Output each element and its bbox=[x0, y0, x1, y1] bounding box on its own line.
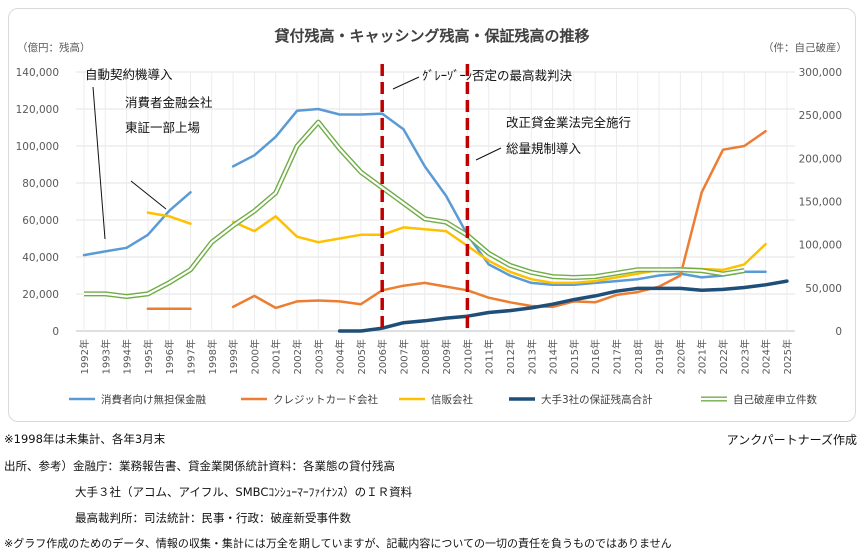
x-tick-label: 2024年 bbox=[760, 339, 773, 374]
x-tick-label: 1992年 bbox=[78, 339, 91, 374]
x-tick-label: 2007年 bbox=[398, 339, 411, 374]
series-5-line-inner bbox=[84, 120, 745, 298]
right-axis-unit: （件：自己破産） bbox=[763, 41, 847, 54]
source-note-3: 最高裁判所：司法統計：民事・行政：破産新受事件数 bbox=[75, 511, 351, 525]
series-4-line bbox=[337, 279, 789, 333]
x-tick-label: 2000年 bbox=[248, 339, 261, 374]
x-tick-label: 2012年 bbox=[504, 339, 517, 374]
left-tick-label: 60,000 bbox=[22, 215, 59, 227]
left-tick-label: 100,000 bbox=[16, 141, 59, 153]
series-3-line bbox=[231, 215, 767, 285]
x-tick-label: 1994年 bbox=[121, 339, 134, 374]
annotation-text: 東証一部上場 bbox=[125, 120, 200, 135]
annotation-leader bbox=[392, 76, 420, 90]
annotation-text: 総量規制導入 bbox=[506, 141, 582, 156]
series-2-line bbox=[231, 129, 767, 310]
right-tick-label: 150,000 bbox=[799, 197, 842, 209]
x-tick-label: 2004年 bbox=[334, 339, 347, 374]
x-tick-label: 2015年 bbox=[568, 339, 581, 374]
left-axis-unit: （億円：残高） bbox=[17, 41, 91, 54]
right-tick-label: 50,000 bbox=[805, 283, 842, 295]
x-tick-label: 1997年 bbox=[185, 339, 198, 374]
annotation-text: 消費者金融会社 bbox=[125, 95, 213, 110]
annotation-text: 改正貸金業法完全施行 bbox=[506, 115, 631, 130]
left-tick-label: 20,000 bbox=[22, 289, 59, 301]
x-tick-label: 2008年 bbox=[419, 339, 432, 374]
series-3-line bbox=[146, 211, 192, 225]
legend-label: 信販会社 bbox=[431, 393, 473, 406]
x-tick-label: 2010年 bbox=[461, 339, 474, 374]
legend-label: クレジットカード会社 bbox=[273, 393, 378, 406]
source-note-2: 大手３社（アコム、アイフル、SMBCｺﾝｼｭｰﾏｰﾌｧｲﾅﾝｽ）のＩＲ資料 bbox=[75, 485, 413, 499]
x-tick-label: 2020年 bbox=[674, 339, 687, 374]
source-note-1: 出所、参考）金融庁：業務報告書、貸金業関係統計資料：各業態の貸付残高 bbox=[4, 459, 395, 473]
left-tick-label: 40,000 bbox=[22, 252, 59, 264]
x-tick-label: 2018年 bbox=[632, 339, 645, 374]
x-tick-label: 2017年 bbox=[611, 339, 624, 374]
x-tick-label: 2025年 bbox=[781, 339, 794, 374]
x-tick-label: 2014年 bbox=[547, 339, 560, 374]
x-tick-label: 2016年 bbox=[589, 339, 602, 374]
x-tick-label: 2022年 bbox=[717, 339, 730, 374]
line-chart: 貸付残高・キャッシング残高・保証残高の推移 （億円：残高） （件：自己破産） 0 20,… bbox=[16, 27, 847, 406]
x-tick-label: 1998年 bbox=[206, 339, 219, 374]
disclaimer: ※グラフ作成のためのデータ、情報の収集・集計には万全を期していますが、記載内容に… bbox=[4, 537, 672, 550]
annotation-leader bbox=[130, 180, 167, 210]
x-tick-label: 2006年 bbox=[376, 339, 389, 374]
x-tick-label: 1993年 bbox=[99, 339, 112, 374]
x-tick-label: 1996年 bbox=[163, 339, 176, 374]
series-1-line bbox=[231, 107, 767, 287]
x-tick-label: 1995年 bbox=[142, 339, 155, 374]
series-1-line bbox=[82, 191, 192, 257]
annotation-text: ｸﾞﾚｰｿﾞｰﾝ否定の最高裁判決 bbox=[422, 68, 573, 83]
legend-label: 大手3社の保証残高合計 bbox=[541, 393, 653, 406]
x-tick-label: 2023年 bbox=[738, 339, 751, 374]
annotation-leader bbox=[475, 147, 502, 161]
x-tick-label: 2003年 bbox=[312, 339, 325, 374]
x-tick-label: 1999年 bbox=[227, 339, 240, 374]
x-tick-label: 2019年 bbox=[653, 339, 666, 374]
right-tick-label: 100,000 bbox=[799, 240, 842, 252]
x-tick-label: 2011年 bbox=[483, 339, 496, 374]
annotation-leader bbox=[92, 86, 106, 240]
credit-text: アンクパートナーズ作成 bbox=[726, 433, 857, 447]
x-tick-label: 2009年 bbox=[440, 339, 453, 374]
right-tick-label: 200,000 bbox=[799, 153, 842, 165]
annotation-text: 自動契約機導入 bbox=[85, 67, 173, 82]
right-tick-label: 300,000 bbox=[799, 67, 842, 79]
chart-frame: 貸付残高・キャッシング残高・保証残高の推移 （億円：残高） （件：自己破産） 0 20,… bbox=[8, 8, 856, 422]
footnote-1998: ※1998年は未集計、各年3月末 bbox=[4, 432, 166, 446]
left-tick-label: 0 bbox=[52, 326, 59, 338]
left-tick-label: 140,000 bbox=[16, 67, 59, 79]
chart-title: 貸付残高・キャッシング残高・保証残高の推移 bbox=[274, 27, 589, 45]
x-tick-label: 2005年 bbox=[355, 339, 368, 374]
x-tick-label: 2002年 bbox=[291, 339, 304, 374]
left-tick-label: 80,000 bbox=[22, 178, 59, 190]
right-tick-label: 250,000 bbox=[799, 110, 842, 122]
right-tick-label: 0 bbox=[835, 326, 842, 338]
legend-label: 消費者向け無担保金融 bbox=[101, 393, 206, 406]
x-tick-label: 2021年 bbox=[696, 339, 709, 374]
legend-label: 自己破産申立件数 bbox=[733, 393, 817, 406]
x-tick-label: 2013年 bbox=[525, 339, 538, 374]
left-tick-label: 120,000 bbox=[16, 104, 59, 116]
x-tick-label: 2001年 bbox=[270, 339, 283, 374]
